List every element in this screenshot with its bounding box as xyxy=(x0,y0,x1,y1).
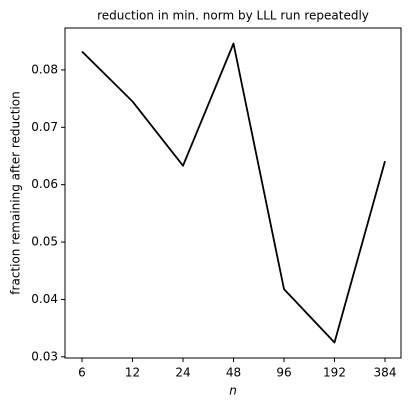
y-tick-label: 0.03 xyxy=(31,349,58,363)
y-tick-label: 0.07 xyxy=(31,120,58,134)
x-tick-label: 192 xyxy=(323,366,346,380)
x-tick-label: 24 xyxy=(175,366,190,380)
chart-title: reduction in min. norm by LLL run repeat… xyxy=(97,9,369,23)
y-tick-label: 0.04 xyxy=(31,292,58,306)
x-tick-label: 48 xyxy=(226,366,241,380)
x-tick-label: 12 xyxy=(125,366,140,380)
y-tick-label: 0.06 xyxy=(31,177,58,191)
x-tick-label: 384 xyxy=(374,366,397,380)
y-tick-label: 0.05 xyxy=(31,235,58,249)
y-axis-label: fraction remaining after reduction xyxy=(9,91,23,294)
x-tick-label: 96 xyxy=(276,366,291,380)
x-tick-label: 6 xyxy=(78,366,86,380)
data-line xyxy=(81,42,386,344)
x-axis-label: n xyxy=(229,384,237,398)
y-tick-label: 0.08 xyxy=(31,62,58,76)
axes-frame xyxy=(64,27,402,359)
